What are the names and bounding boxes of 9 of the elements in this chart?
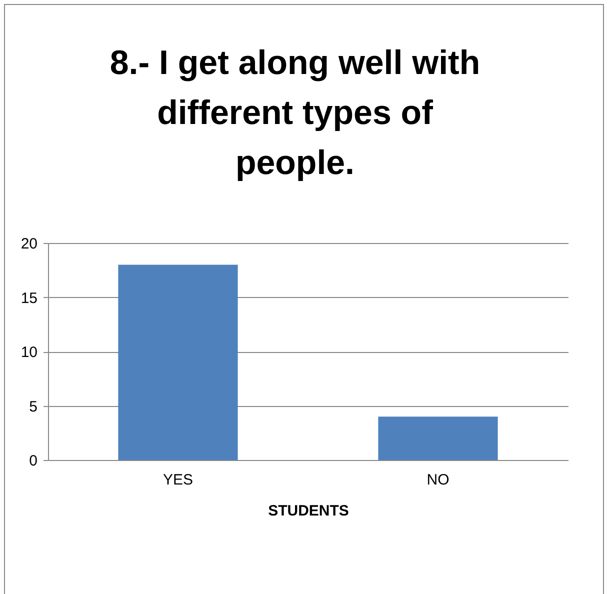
y-tick-label: 20 bbox=[20, 236, 38, 252]
y-tick-label: 10 bbox=[20, 344, 38, 361]
x-axis-title: STUDENTS bbox=[268, 502, 349, 520]
y-tick-label: 0 bbox=[29, 452, 38, 470]
chart-title: 8.- I get along well with different types of people. bbox=[108, 43, 482, 184]
y-tick-label: 15 bbox=[20, 290, 38, 307]
x-tick-label: YES bbox=[162, 472, 194, 488]
x-tick-label: NO bbox=[426, 472, 450, 488]
y-tick-label: 5 bbox=[29, 398, 38, 416]
